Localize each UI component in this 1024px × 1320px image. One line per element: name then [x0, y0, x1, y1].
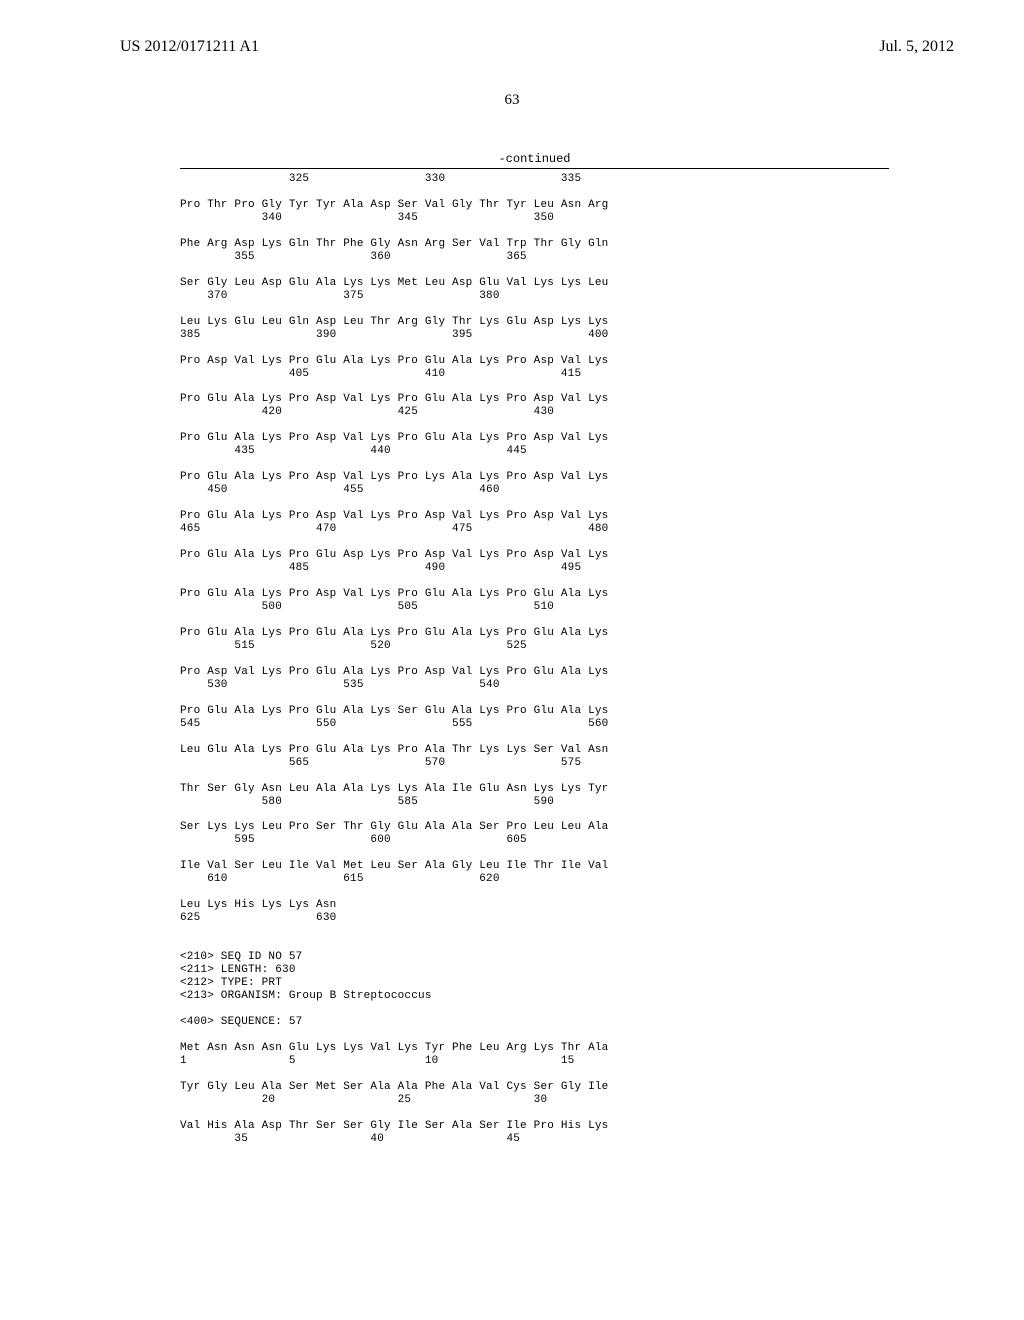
continued-label: -continued: [325, 152, 745, 166]
sequence-listing-section: -continued 325 330 335 Pro Thr Pro Gly T…: [180, 152, 889, 1146]
page-number: 63: [0, 92, 1024, 109]
publication-number: US 2012/0171211 A1: [120, 38, 259, 55]
divider-top: [180, 168, 889, 169]
page-header: US 2012/0171211 A1 Jul. 5, 2012: [0, 38, 1024, 56]
publication-date: Jul. 5, 2012: [879, 38, 954, 56]
patent-page: US 2012/0171211 A1 Jul. 5, 2012 63 -cont…: [0, 0, 1024, 1320]
sequence-text: 325 330 335 Pro Thr Pro Gly Tyr Tyr Ala …: [180, 173, 889, 1146]
